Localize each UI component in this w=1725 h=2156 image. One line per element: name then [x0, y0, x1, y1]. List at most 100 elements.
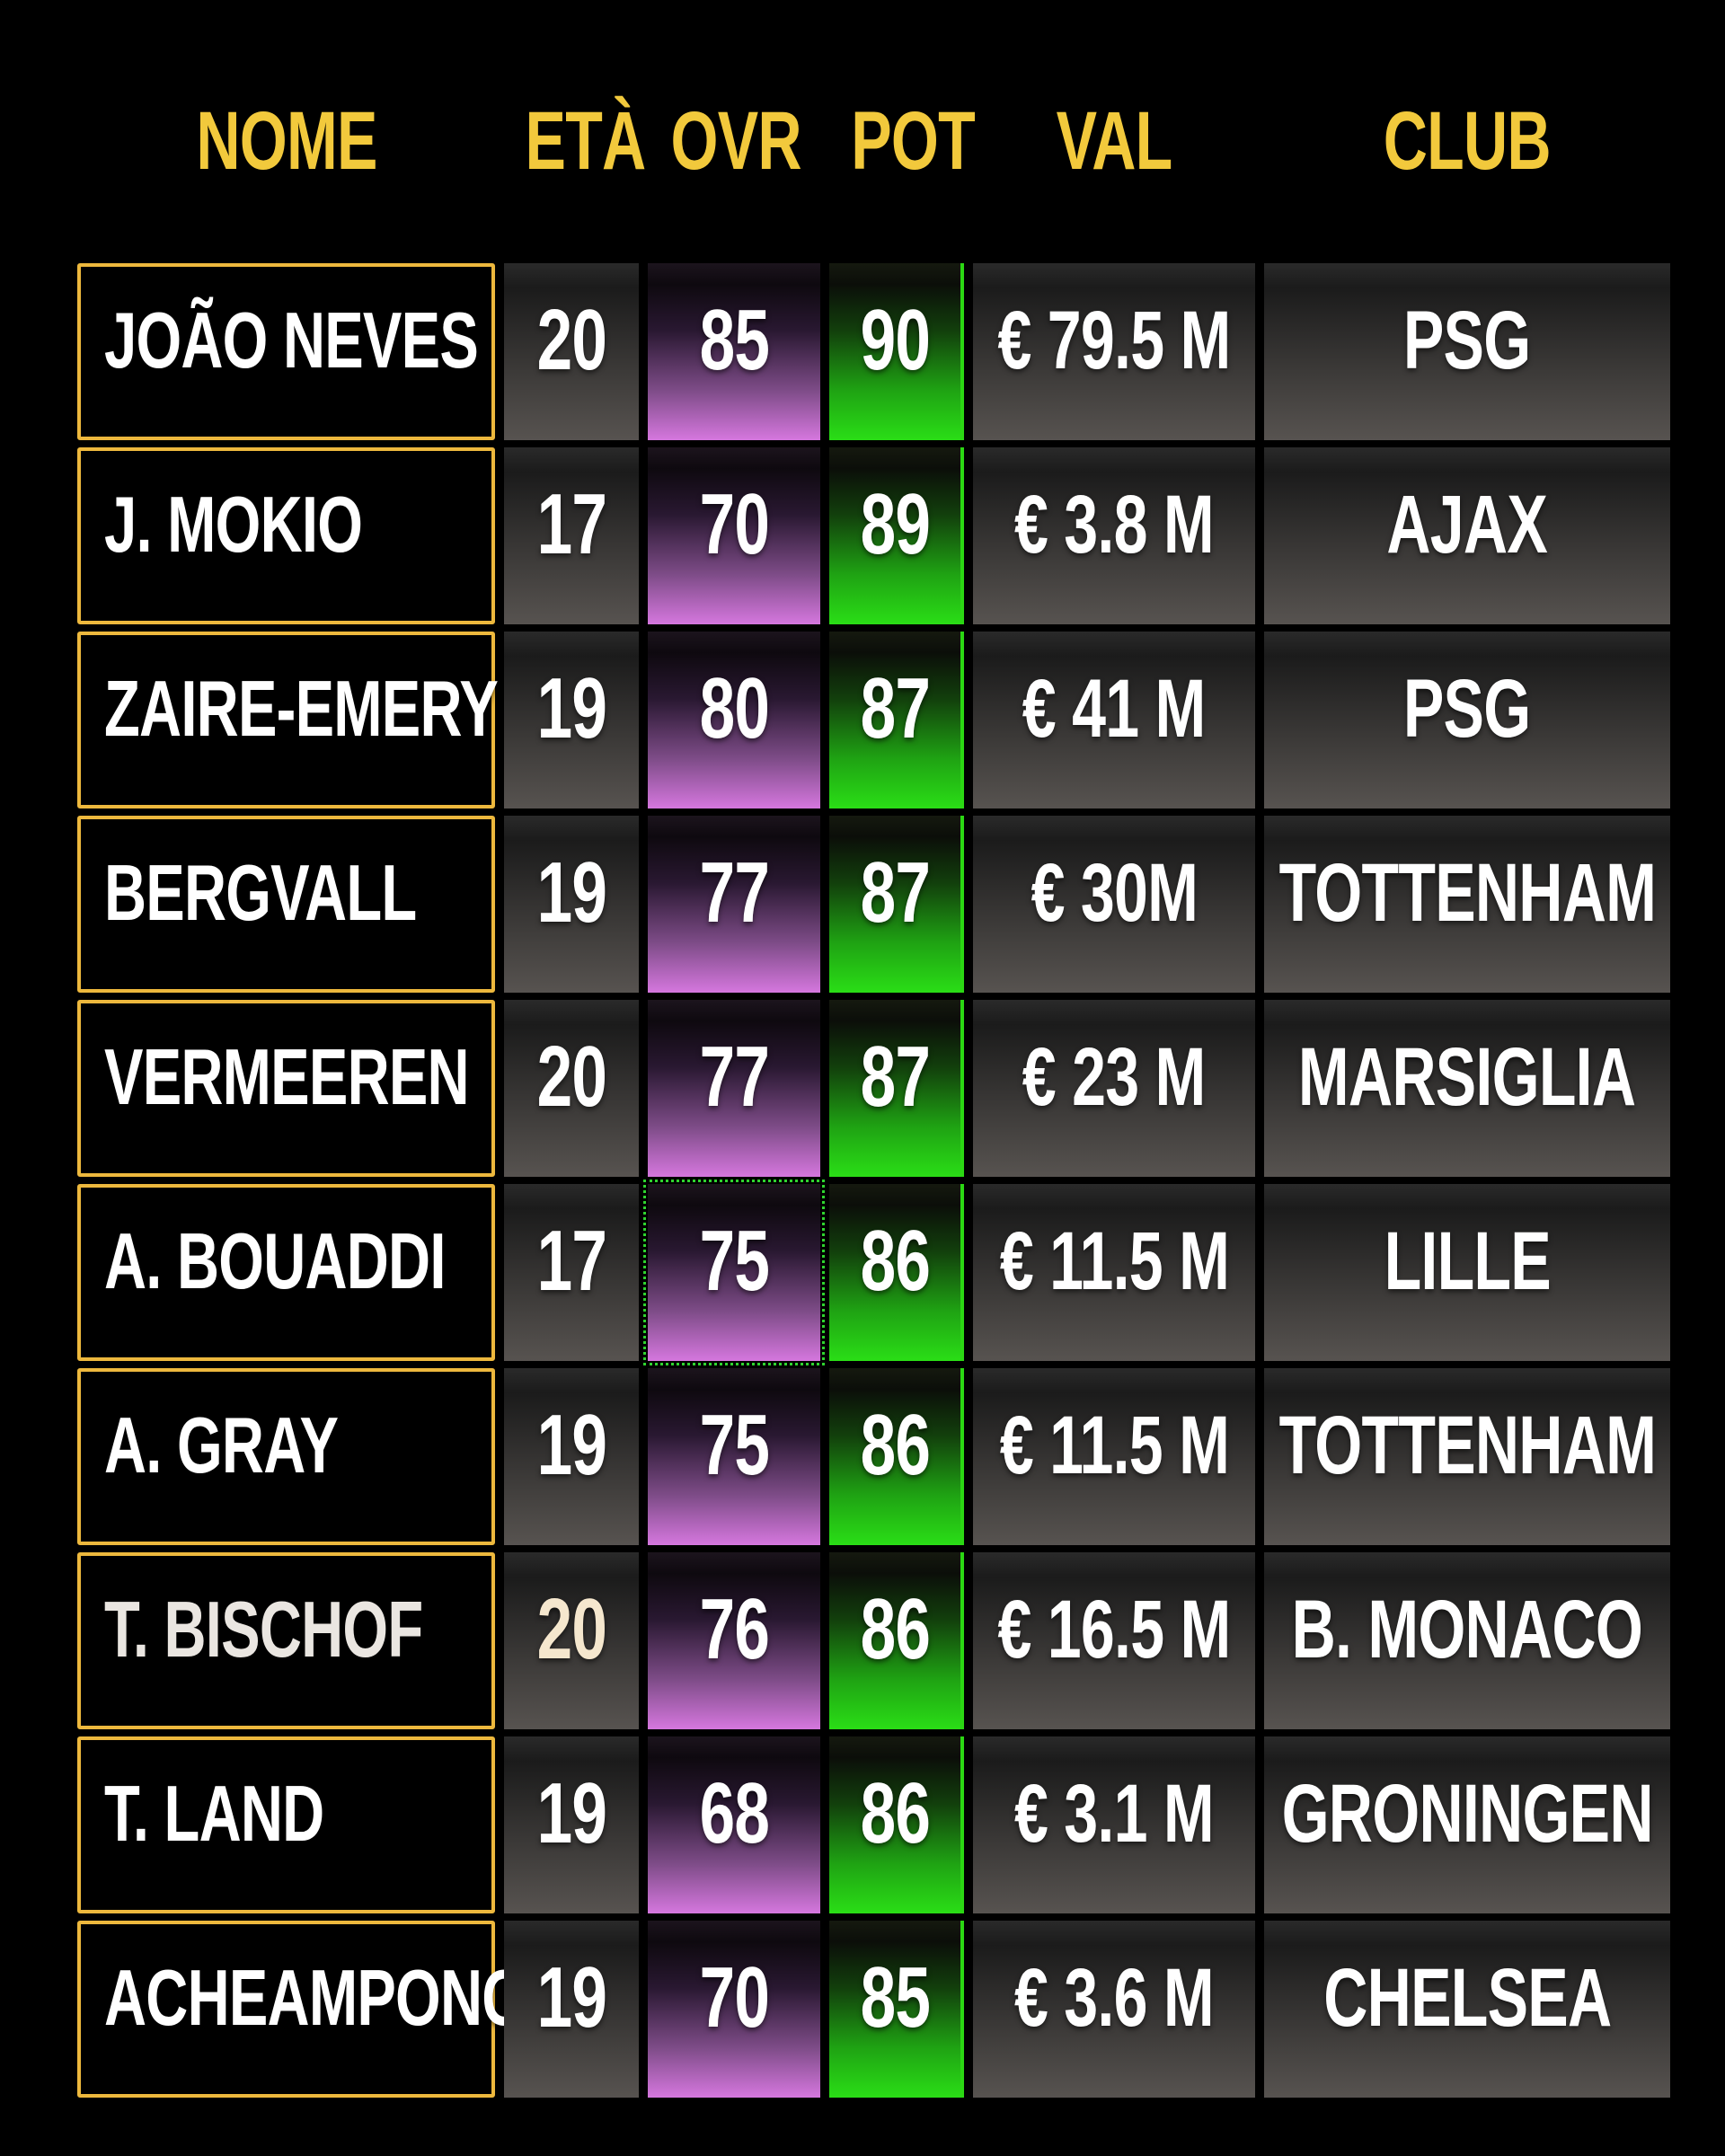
header-ovr-label: OVR — [670, 95, 802, 187]
header-ovr: OVR — [648, 94, 820, 189]
potential-rating-cell: 87 — [829, 1000, 964, 1177]
age-cell: 19 — [504, 1368, 639, 1545]
market-value-cell: € 3.8 M — [973, 447, 1255, 624]
overall-rating-value: 68 — [699, 1764, 769, 1861]
age-value: 20 — [536, 1580, 606, 1677]
overall-rating-value: 75 — [699, 1212, 769, 1309]
potential-rating-cell: 89 — [829, 447, 964, 624]
market-value-cell: € 79.5 M — [973, 263, 1255, 440]
player-name-cell: BERGVALL — [77, 816, 495, 993]
market-value-cell: € 3.6 M — [973, 1921, 1255, 2098]
table-row: J. MOKIO 17 70 89 € 3.8 M AJAX — [77, 447, 1670, 624]
club-name: PSG — [1403, 294, 1531, 386]
club-name: B. MONACO — [1291, 1583, 1643, 1675]
club-cell: AJAX — [1264, 447, 1670, 624]
overall-rating-cell: 75 — [648, 1368, 820, 1545]
overall-rating-value: 80 — [699, 659, 769, 756]
age-cell: 20 — [504, 1552, 639, 1729]
player-name-cell: ZAIRE-EMERY — [77, 632, 499, 808]
overall-rating-cell: 80 — [648, 632, 820, 808]
player-name: J. MOKIO — [104, 479, 363, 569]
player-name-cell: JOÃO NEVES — [77, 263, 495, 440]
table-body: JOÃO NEVES 20 85 90 € 79.5 M PSG J. MOKI… — [77, 263, 1725, 2098]
age-value: 17 — [536, 475, 606, 572]
potential-rating-value: 87 — [860, 844, 930, 941]
overall-rating-cell: 75 — [643, 1180, 825, 1365]
table-row: T. LAND 19 68 86 € 3.1 M GRONINGEN — [77, 1736, 1670, 1913]
overall-rating-cell: 77 — [648, 816, 820, 993]
overall-rating-value: 75 — [699, 1396, 769, 1493]
player-name-cell: A. GRAY — [77, 1368, 495, 1545]
club-name: PSG — [1403, 662, 1531, 755]
header-val-label: VAL — [1056, 95, 1173, 187]
age-cell: 19 — [504, 1921, 639, 2098]
overall-rating-cell: 68 — [648, 1736, 820, 1913]
player-name: A. GRAY — [104, 1400, 339, 1489]
overall-rating-cell: 77 — [648, 1000, 820, 1177]
table-row: A. GRAY 19 75 86 € 11.5 M TOTTENHAM — [77, 1368, 1670, 1545]
market-value-cell: € 23 M — [973, 1000, 1255, 1177]
table-row: JOÃO NEVES 20 85 90 € 79.5 M PSG — [77, 263, 1670, 440]
age-cell: 17 — [504, 447, 639, 624]
table-header: NOME ETÀ OVR POT VAL CLUB — [77, 72, 1670, 211]
potential-rating-cell: 86 — [829, 1184, 964, 1361]
potential-rating-cell: 90 — [829, 263, 964, 440]
overall-rating-value: 77 — [699, 844, 769, 941]
age-value: 19 — [536, 1764, 606, 1861]
overall-rating-value: 70 — [699, 475, 769, 572]
age-value: 19 — [536, 659, 606, 756]
table-row: VERMEEREN 20 77 87 € 23 M MARSIGLIA — [77, 1000, 1670, 1177]
player-name-cell: A. BOUADDI — [77, 1184, 495, 1361]
potential-rating-value: 86 — [860, 1580, 930, 1677]
player-name: A. BOUADDI — [104, 1215, 446, 1305]
club-cell: TOTTENHAM — [1264, 1368, 1670, 1545]
club-cell: PSG — [1264, 632, 1670, 808]
club-cell: MARSIGLIA — [1264, 1000, 1670, 1177]
player-name: JOÃO NEVES — [104, 295, 479, 384]
overall-rating-value: 85 — [699, 291, 769, 388]
potential-rating-value: 87 — [860, 659, 930, 756]
table-row: ZAIRE-EMERY 19 80 87 € 41 M PSG — [77, 632, 1670, 808]
overall-rating-cell: 85 — [648, 263, 820, 440]
player-name-cell: T. LAND — [77, 1736, 495, 1913]
market-value: € 30M — [1031, 846, 1198, 939]
potential-rating-cell: 86 — [829, 1736, 964, 1913]
club-cell: LILLE — [1264, 1184, 1670, 1361]
age-value: 19 — [536, 1948, 606, 2046]
potential-rating-cell: 87 — [829, 816, 964, 993]
age-cell: 20 — [504, 1000, 639, 1177]
potential-rating-value: 85 — [860, 1948, 930, 2046]
table-row: T. BISCHOF 20 76 86 € 16.5 M B. MONACO — [77, 1552, 1670, 1729]
potential-rating-value: 87 — [860, 1028, 930, 1125]
market-value-cell: € 11.5 M — [973, 1184, 1255, 1361]
market-value: € 41 M — [1022, 662, 1206, 755]
age-cell: 20 — [504, 263, 639, 440]
market-value: € 16.5 M — [997, 1583, 1232, 1675]
overall-rating-value: 77 — [699, 1028, 769, 1125]
club-name: CHELSEA — [1322, 1951, 1612, 2044]
overall-rating-value: 76 — [699, 1580, 769, 1677]
header-eta-label: ETÀ — [525, 95, 647, 187]
age-value: 20 — [536, 1028, 606, 1125]
age-cell: 19 — [504, 1736, 639, 1913]
age-cell: 19 — [504, 632, 639, 808]
header-val: VAL — [973, 94, 1255, 189]
header-pot: POT — [829, 94, 975, 189]
potential-rating-cell: 87 — [829, 632, 964, 808]
overall-rating-cell: 76 — [648, 1552, 820, 1729]
market-value-cell: € 3.1 M — [973, 1736, 1255, 1913]
header-nome: NOME — [77, 94, 495, 189]
header-pot-label: POT — [851, 95, 975, 187]
table-row: A. BOUADDI 17 75 86 € 11.5 M LILLE — [77, 1180, 1670, 1365]
market-value: € 3.8 M — [1014, 478, 1215, 570]
club-name: TOTTENHAM — [1278, 846, 1656, 939]
overall-rating-cell: 70 — [648, 1921, 820, 2098]
age-value: 17 — [536, 1212, 606, 1309]
age-value: 19 — [536, 1396, 606, 1493]
age-cell: 17 — [504, 1184, 639, 1361]
market-value-cell: € 11.5 M — [973, 1368, 1255, 1545]
potential-rating-cell: 85 — [829, 1921, 964, 2098]
header-eta: ETÀ — [504, 94, 647, 189]
potential-rating-cell: 86 — [829, 1368, 964, 1545]
